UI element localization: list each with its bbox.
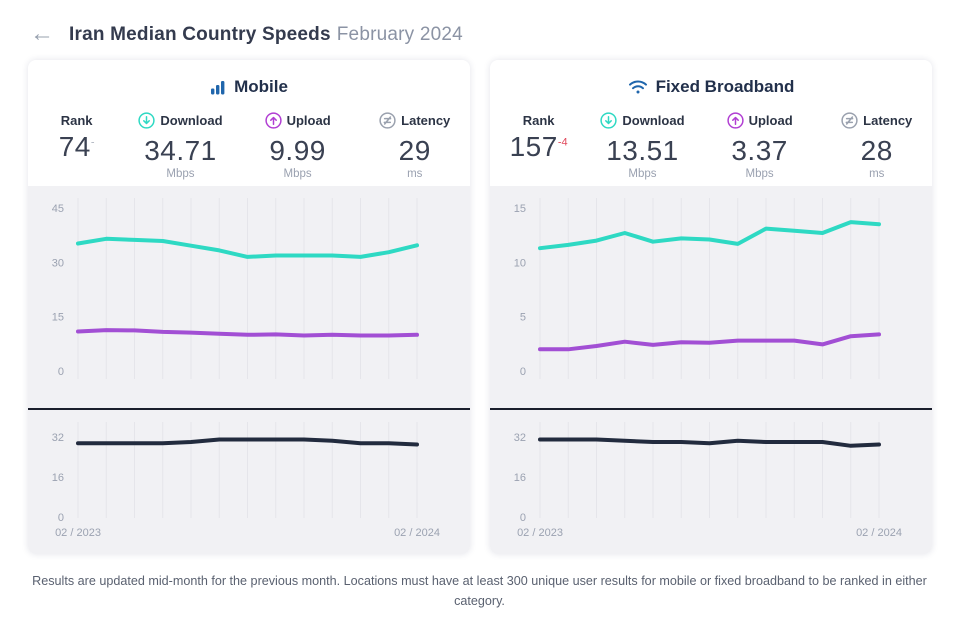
upload-value: 9.99 bbox=[269, 135, 326, 166]
page-title: Iran Median Country Speeds February 2024 bbox=[69, 24, 463, 46]
svg-text:45: 45 bbox=[52, 203, 64, 215]
svg-text:5: 5 bbox=[520, 312, 526, 324]
chart-divider bbox=[28, 408, 470, 410]
fixed-card-title-label: Fixed Broadband bbox=[655, 77, 795, 96]
fixed-stat-download: Download 13.51 Mbps bbox=[587, 112, 698, 180]
svg-text:10: 10 bbox=[514, 257, 526, 269]
fixed-speeds-chart: 15 10 5 0 bbox=[514, 198, 881, 379]
upload-unit: Mbps bbox=[745, 168, 774, 181]
download-value: 13.51 bbox=[606, 135, 679, 166]
fixed-stat-latency: Latency 28 ms bbox=[821, 112, 932, 180]
mobile-card: Mobile Rank 74- Download bbox=[28, 60, 470, 554]
download-unit: Mbps bbox=[628, 168, 657, 181]
mobile-card-title: Mobile bbox=[28, 75, 470, 99]
back-arrow-icon[interactable]: ← bbox=[30, 20, 54, 47]
page-title-text: Iran Median Country Speeds bbox=[69, 24, 331, 45]
mobile-speeds-chart: 45 30 15 0 bbox=[52, 198, 419, 379]
svg-text:15: 15 bbox=[52, 312, 64, 324]
download-value: 34.71 bbox=[144, 135, 217, 166]
mobile-stat-download: Download 34.71 Mbps bbox=[125, 112, 236, 180]
svg-text:02 / 2024: 02 / 2024 bbox=[856, 527, 902, 539]
fixed-card-head: Fixed Broadband Rank 157-4 Downl bbox=[490, 60, 932, 186]
mobile-signal-bars-icon bbox=[210, 79, 226, 96]
svg-text:0: 0 bbox=[58, 512, 64, 524]
page-header: ← Iran Median Country Speeds February 202… bbox=[0, 0, 959, 46]
mobile-charts-area: 45 30 15 0 32 16 0 02 / 2023 02 / 2024 bbox=[28, 186, 470, 554]
rank-label: Rank bbox=[60, 113, 93, 128]
rank-label: Rank bbox=[522, 113, 555, 128]
cards-row: Mobile Rank 74- Download bbox=[28, 60, 932, 554]
download-label: Download bbox=[622, 113, 685, 128]
fixed-broadband-card: Fixed Broadband Rank 157-4 Downl bbox=[490, 60, 932, 554]
rank-value: 74- bbox=[58, 131, 95, 162]
latency-label: Latency bbox=[401, 113, 451, 128]
svg-text:30: 30 bbox=[52, 257, 64, 269]
mobile-latency-chart: 32 16 0 02 / 2023 02 / 2024 bbox=[52, 422, 440, 539]
upload-label: Upload bbox=[748, 113, 793, 128]
latency-unit: ms bbox=[407, 168, 423, 181]
mobile-stat-upload: Upload 9.99 Mbps bbox=[236, 112, 360, 180]
upload-circle-icon bbox=[264, 112, 282, 129]
svg-text:15: 15 bbox=[514, 203, 526, 215]
svg-text:32: 32 bbox=[52, 432, 64, 444]
mobile-card-head: Mobile Rank 74- Download bbox=[28, 60, 470, 186]
latency-value: 29 bbox=[398, 135, 431, 166]
upload-circle-icon bbox=[726, 112, 744, 129]
rank-change: -4 bbox=[557, 136, 568, 149]
svg-text:02 / 2024: 02 / 2024 bbox=[394, 527, 440, 539]
latency-label: Latency bbox=[863, 113, 913, 128]
download-circle-icon bbox=[138, 112, 156, 129]
fixed-latency-chart: 32 16 0 02 / 2023 02 / 2024 bbox=[514, 422, 902, 539]
chart-divider bbox=[490, 408, 932, 410]
mobile-stat-latency: Latency 29 ms bbox=[359, 112, 470, 180]
mobile-stats-row: Rank 74- Download 34.71 Mbps bbox=[28, 112, 470, 180]
fixed-stats-row: Rank 157-4 Download 13.51 Mbps bbox=[490, 112, 932, 180]
mobile-stat-rank: Rank 74- bbox=[28, 112, 125, 180]
latency-value: 28 bbox=[860, 135, 893, 166]
svg-text:16: 16 bbox=[514, 472, 526, 484]
svg-text:16: 16 bbox=[52, 472, 64, 484]
mobile-card-title-label: Mobile bbox=[234, 77, 288, 96]
upload-value: 3.37 bbox=[731, 135, 788, 166]
upload-label: Upload bbox=[286, 113, 331, 128]
wifi-icon bbox=[628, 79, 648, 95]
svg-text:02 / 2023: 02 / 2023 bbox=[55, 527, 101, 539]
svg-text:0: 0 bbox=[520, 512, 526, 524]
latency-circle-icon bbox=[379, 112, 396, 129]
svg-text:0: 0 bbox=[520, 366, 526, 378]
latency-circle-icon bbox=[841, 112, 858, 129]
svg-text:32: 32 bbox=[514, 432, 526, 444]
fixed-stat-rank: Rank 157-4 bbox=[490, 112, 587, 180]
fixed-card-title: Fixed Broadband bbox=[490, 75, 932, 99]
fixed-stat-upload: Upload 3.37 Mbps bbox=[698, 112, 822, 180]
download-unit: Mbps bbox=[166, 168, 195, 181]
rank-value: 157-4 bbox=[509, 131, 568, 162]
svg-text:02 / 2023: 02 / 2023 bbox=[517, 527, 563, 539]
svg-text:0: 0 bbox=[58, 366, 64, 378]
download-label: Download bbox=[160, 113, 223, 128]
rank-change: - bbox=[90, 136, 95, 149]
download-circle-icon bbox=[600, 112, 618, 129]
page-subtitle: February 2024 bbox=[336, 24, 463, 45]
latency-unit: ms bbox=[869, 168, 885, 181]
upload-unit: Mbps bbox=[283, 168, 312, 181]
footer-note: Results are updated mid-month for the pr… bbox=[32, 574, 927, 608]
fixed-charts-area: 15 10 5 0 32 16 0 02 / 2023 02 / 2024 bbox=[490, 186, 932, 554]
